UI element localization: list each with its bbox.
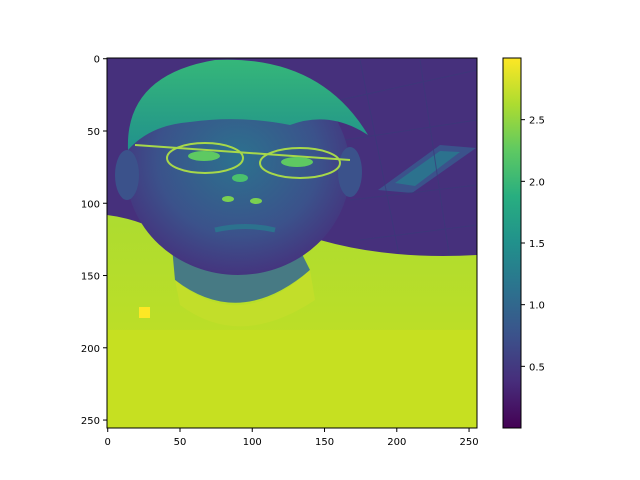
right-eye bbox=[281, 157, 313, 167]
y-tick-label: 150 bbox=[81, 272, 100, 283]
right-ear bbox=[338, 147, 362, 197]
plot-frame bbox=[106, 57, 478, 429]
collar-region bbox=[175, 270, 315, 327]
ceiling-grid bbox=[339, 59, 477, 261]
x-tick-label: 250 bbox=[460, 437, 479, 448]
hair-region bbox=[127, 59, 368, 150]
nose-highlight bbox=[232, 174, 248, 182]
y-axis: 0 50 100 150 200 250 bbox=[81, 55, 107, 427]
colorbar bbox=[502, 57, 522, 429]
ceiling-light-inner bbox=[395, 151, 460, 186]
x-tick-label: 200 bbox=[387, 437, 406, 448]
y-tick-label: 100 bbox=[81, 199, 100, 210]
colorbar-tick-label: 1.5 bbox=[529, 239, 545, 250]
left-eye bbox=[188, 151, 220, 161]
colorbar-tick-label: 1.0 bbox=[529, 301, 545, 312]
colorbar-tick-label: 0.5 bbox=[529, 362, 545, 373]
lower-shirt-region bbox=[107, 330, 477, 428]
mouth bbox=[214, 224, 276, 233]
x-tick-label: 50 bbox=[174, 437, 187, 448]
glasses bbox=[134, 142, 351, 179]
left-ear bbox=[115, 150, 139, 200]
x-tick-label: 0 bbox=[105, 437, 111, 448]
nostril-right bbox=[250, 198, 262, 204]
x-tick-label: 100 bbox=[243, 437, 262, 448]
y-tick-label: 250 bbox=[81, 416, 100, 427]
bright-pixel-block bbox=[139, 307, 150, 318]
y-tick-label: 0 bbox=[94, 55, 100, 66]
x-axis: 0 50 100 150 200 250 bbox=[105, 428, 479, 448]
neck-region bbox=[170, 225, 310, 303]
heatmap-image bbox=[107, 58, 477, 428]
colorbar-tick-label: 2.5 bbox=[529, 116, 545, 127]
y-tick-label: 200 bbox=[81, 344, 100, 355]
nostril-left bbox=[222, 196, 234, 202]
x-tick-label: 150 bbox=[315, 437, 334, 448]
colorbar-axis: 0.5 1.0 1.5 2.0 2.5 bbox=[521, 116, 545, 373]
colorbar-tick-label: 2.0 bbox=[529, 177, 545, 188]
y-tick-label: 50 bbox=[87, 127, 100, 138]
